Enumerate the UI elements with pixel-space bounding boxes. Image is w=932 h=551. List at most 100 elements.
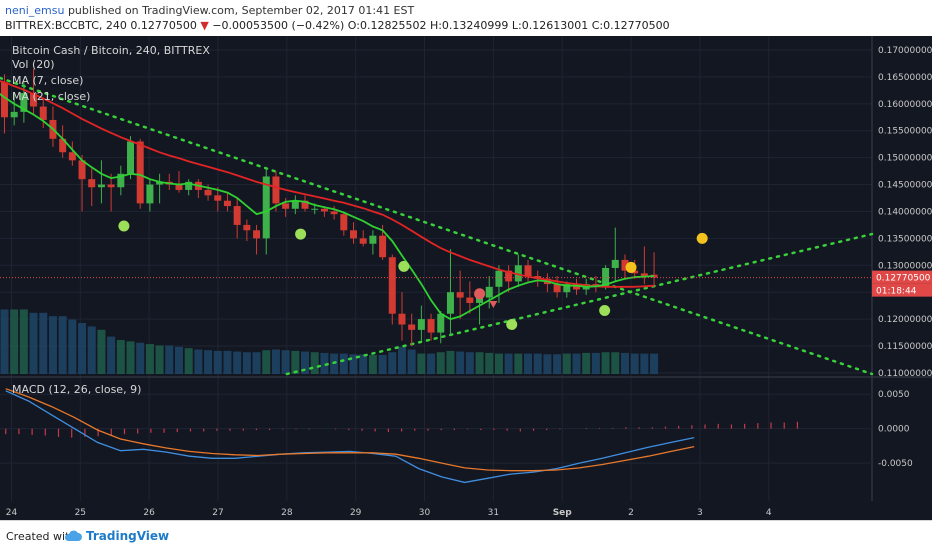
price-chart-svg[interactable]: 0.17000000 0.16500000 0.16000000 0.15500000… [0,36,932,520]
signal-dot-2 [398,260,410,272]
candle-body-18 [156,181,164,185]
signal-dot-6 [625,261,637,273]
time-tick-label-0: 24 [6,508,18,518]
last-price-tag [872,270,932,284]
volume-bar-45 [417,353,426,374]
published-text: published on TradingView.com, September … [67,4,415,17]
volume-bar-42 [388,352,397,374]
volume-bar-11 [87,326,96,374]
candle-body-59 [553,284,561,293]
macd-tick-label-2: -0.0050 [878,459,913,469]
candle-body-27 [243,224,251,231]
price-tick-label-4: 0.15000000 [878,154,932,164]
candle-body-4 [20,93,28,112]
volume-bar-34 [310,352,319,374]
candle-body-60 [563,284,571,293]
time-tick-label-9: 2 [628,508,634,518]
macd-signal-line [5,388,695,472]
candle-body-52 [485,286,493,298]
volume-bar-64 [601,352,610,374]
candle-body-64 [602,267,610,287]
chart-area[interactable]: 0.17000000 0.16500000 0.16000000 0.15500000… [0,36,932,520]
candle-body-33 [301,200,309,209]
legend-ma7[interactable]: MA (7, close) [12,74,84,87]
volume-bar-33 [301,351,310,374]
footer: Created with TradingView [0,520,932,551]
candle-body-44 [408,324,416,330]
candle-body-54 [505,270,513,282]
author-link[interactable]: neni_emsu [5,4,65,17]
legend-macd[interactable]: MACD (12, 26, close, 9) [12,383,142,396]
candle-body-66 [621,259,629,271]
chart-header: neni_emsu published on TradingView.com, … [0,0,932,36]
macd-tick-label-0: 0.0050 [878,390,910,400]
volume-bar-63 [591,352,600,374]
candle-body-24 [214,195,222,201]
candle-body-20 [175,184,183,190]
volume-bar-60 [562,353,571,374]
open-value: O:0.12825502 [347,19,427,32]
countdown-tag [872,283,932,297]
candle-body-8 [59,138,67,153]
candle-body-51 [476,297,484,303]
volume-bar-23 [204,350,213,374]
volume-bar-57 [533,353,542,374]
candle-body-14 [117,173,125,188]
candle-body-38 [350,230,358,239]
candle-body-65 [611,259,619,268]
price-tick-label-11: 0.11500000 [878,342,932,352]
volume-bar-37 [339,353,348,374]
volume-bar-69 [650,353,659,374]
signal-dot-0 [118,220,130,232]
volume-bar-47 [436,352,445,374]
price-tick-label-1: 0.16500000 [878,73,932,83]
volume-bar-19 [165,345,174,374]
candle-body-49 [456,292,464,298]
volume-bar-18 [155,345,164,374]
volume-bar-22 [194,349,203,374]
legend-ma21[interactable]: MA (21, close) [12,90,91,103]
volume-bar-3 [10,309,19,374]
candle-body-68 [640,273,648,277]
high-value: H:0.13240999 [429,19,509,32]
volume-bar-20 [174,346,183,374]
time-tick-label-1: 25 [75,508,86,518]
time-tick-label-4: 28 [281,508,293,518]
volume-bar-17 [145,344,154,374]
volume-bar-21 [184,348,193,374]
macd-tick-label-1: 0.0000 [878,425,910,435]
ma7-line [0,93,655,321]
candle-body-36 [330,211,338,215]
legend-volume[interactable]: Vol (20) [12,58,55,71]
publish-line: neni_emsu published on TradingView.com, … [5,4,414,17]
candle-body-12 [97,184,105,188]
volume-bar-67 [630,353,639,374]
candle-body-15 [127,141,135,174]
signal-dot-5 [599,304,611,316]
symbol-label: BITTREX:BCCBTC, 240 [5,19,127,32]
candle-body-21 [185,181,193,190]
volume-bar-48 [446,350,455,374]
candle-body-47 [437,313,445,333]
volume-bar-46 [427,353,436,374]
last-price: 0.12770500 [130,19,197,32]
time-tick-label-10: 3 [697,508,703,518]
price-tick-label-10: 0.12000000 [878,315,932,325]
close-value: C:0.12770500 [591,19,670,32]
candle-body-3 [10,111,18,118]
volume-bar-43 [397,346,406,374]
candle-body-13 [107,184,115,188]
tradingview-logo-text[interactable]: TradingView [86,529,170,543]
volume-bar-44 [407,349,416,374]
tradingview-cloud-icon [64,530,82,541]
down-arrow-icon: ▼ [200,19,209,32]
signal-dot-7 [696,232,708,244]
signal-dot-3 [474,288,486,300]
legend-title: Bitcoin Cash / Bitcoin, 240, BITTREX [12,44,210,57]
time-tick-label-7: 31 [488,508,499,518]
created-with-label: Created with [6,530,77,543]
volume-bar-61 [572,353,581,374]
volume-bar-40 [368,354,377,374]
signal-dot-4 [506,318,518,330]
macd-macd-line [5,390,695,484]
